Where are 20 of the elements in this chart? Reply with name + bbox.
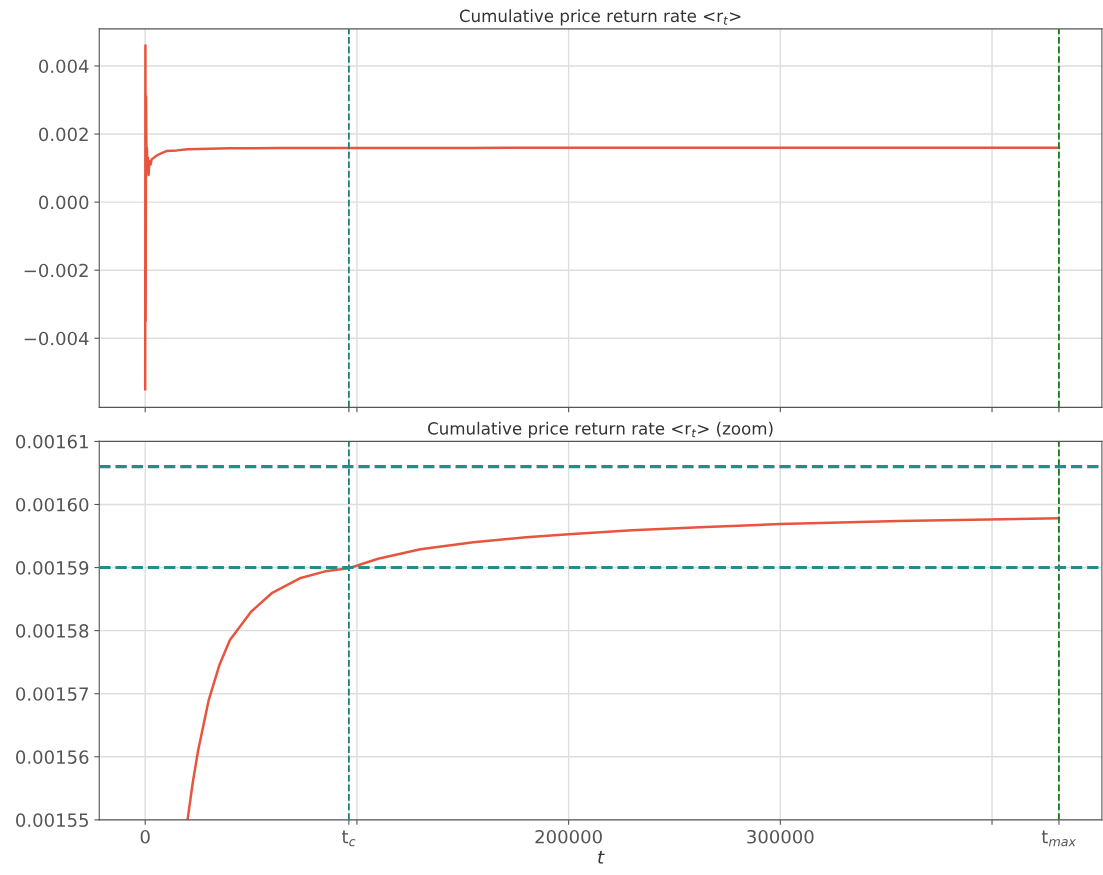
- y-tick-label: 0.000: [39, 195, 89, 210]
- y-tick-label: 0.00161: [16, 434, 88, 449]
- y-tick-label: 0.00160: [16, 497, 89, 512]
- chart-title: Cumulative price return rate <r$_{t}$> (zoom): [428, 421, 773, 438]
- y-tick-label: 0.00156: [16, 750, 89, 764]
- y-tick-label: 0.002: [39, 127, 88, 142]
- y-tick-label: 0.004: [39, 59, 89, 74]
- y-tick-label: −0.004: [24, 331, 89, 346]
- y-tick-label: 0.00155: [16, 813, 88, 827]
- x-tick-label: t$_{c}$: [341, 830, 356, 847]
- y-tick-label: 0.00158: [16, 624, 89, 638]
- x-tick-label: 200000: [535, 829, 602, 844]
- y-tick-label: 0.00159: [16, 561, 89, 575]
- x-tick-label: 0: [140, 829, 150, 844]
- y-tick-label: −0.002: [24, 263, 88, 278]
- x-tick-label: 300000: [747, 829, 814, 844]
- x-axis-title: t: [598, 850, 605, 864]
- x-tick-label: t$_{max}$: [1041, 830, 1077, 847]
- y-tick-label: 0.00157: [16, 687, 88, 701]
- chart-title: Cumulative price return rate <r$_{t}$>: [459, 9, 741, 26]
